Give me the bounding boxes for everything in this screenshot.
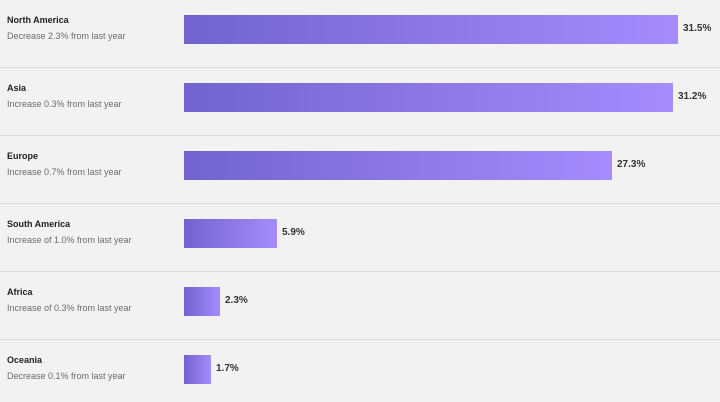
bar <box>184 287 220 316</box>
chart-row: Europe Increase 0.7% from last year 27.3% <box>0 136 720 204</box>
change-note: Increase of 1.0% from last year <box>7 235 132 245</box>
change-note: Increase of 0.3% from last year <box>7 303 132 313</box>
row-divider <box>0 67 720 68</box>
chart-row: South America Increase of 1.0% from last … <box>0 204 720 272</box>
change-note: Decrease 2.3% from last year <box>7 31 126 41</box>
category-label: Asia <box>7 83 27 93</box>
value-label: 2.3% <box>225 295 248 306</box>
chart-row: North America Decrease 2.3% from last yea… <box>0 0 720 68</box>
value-label: 31.2% <box>678 91 707 102</box>
bar <box>184 151 612 180</box>
chart-row: Asia Increase 0.3% from last year 31.2% <box>0 68 720 136</box>
bar <box>184 15 678 44</box>
row-divider <box>0 203 720 204</box>
category-label: Oceania <box>7 355 43 365</box>
value-label: 1.7% <box>216 363 239 374</box>
category-label: North America <box>7 15 69 25</box>
value-label: 27.3% <box>617 159 646 170</box>
chart-row: Africa Increase of 0.3% from last year 2.3… <box>0 272 720 340</box>
category-label: South America <box>7 219 71 229</box>
row-divider <box>0 135 720 136</box>
category-label: Africa <box>7 287 33 297</box>
chart-row: Oceania Decrease 0.1% from last year 1.7% <box>0 340 720 402</box>
category-label: Europe <box>7 151 39 161</box>
row-divider <box>0 271 720 272</box>
bar <box>184 83 673 112</box>
change-note: Increase 0.7% from last year <box>7 167 122 177</box>
bar <box>184 355 211 384</box>
change-note: Increase 0.3% from last year <box>7 99 122 109</box>
row-divider <box>0 339 720 340</box>
bar <box>184 219 277 248</box>
value-label: 5.9% <box>282 227 305 238</box>
value-label: 31.5% <box>683 23 712 34</box>
change-note: Decrease 0.1% from last year <box>7 371 126 381</box>
